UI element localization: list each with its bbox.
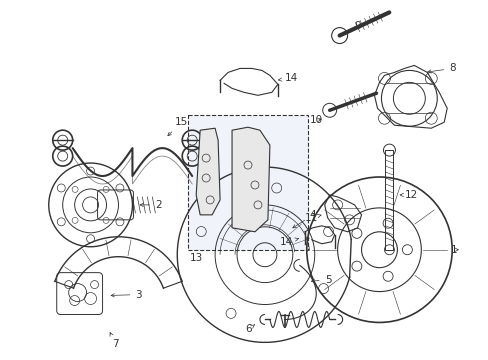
Text: 8: 8 — [427, 63, 455, 73]
Text: 6: 6 — [244, 324, 254, 334]
Text: 5: 5 — [311, 275, 331, 285]
Text: 11: 11 — [304, 213, 321, 223]
Text: 10: 10 — [309, 115, 322, 125]
Text: 13: 13 — [190, 253, 203, 263]
Polygon shape — [232, 127, 269, 232]
Text: 12: 12 — [399, 190, 417, 200]
Text: 4: 4 — [292, 210, 316, 228]
Text: 9: 9 — [354, 21, 361, 31]
Polygon shape — [196, 128, 220, 215]
Text: 7: 7 — [110, 333, 119, 349]
Text: 14: 14 — [279, 237, 298, 247]
Text: 14: 14 — [278, 73, 298, 84]
Text: 1: 1 — [450, 245, 457, 255]
Text: 2: 2 — [140, 200, 162, 210]
Text: 15: 15 — [167, 117, 188, 136]
Text: 3: 3 — [111, 289, 142, 300]
FancyBboxPatch shape — [188, 115, 307, 250]
